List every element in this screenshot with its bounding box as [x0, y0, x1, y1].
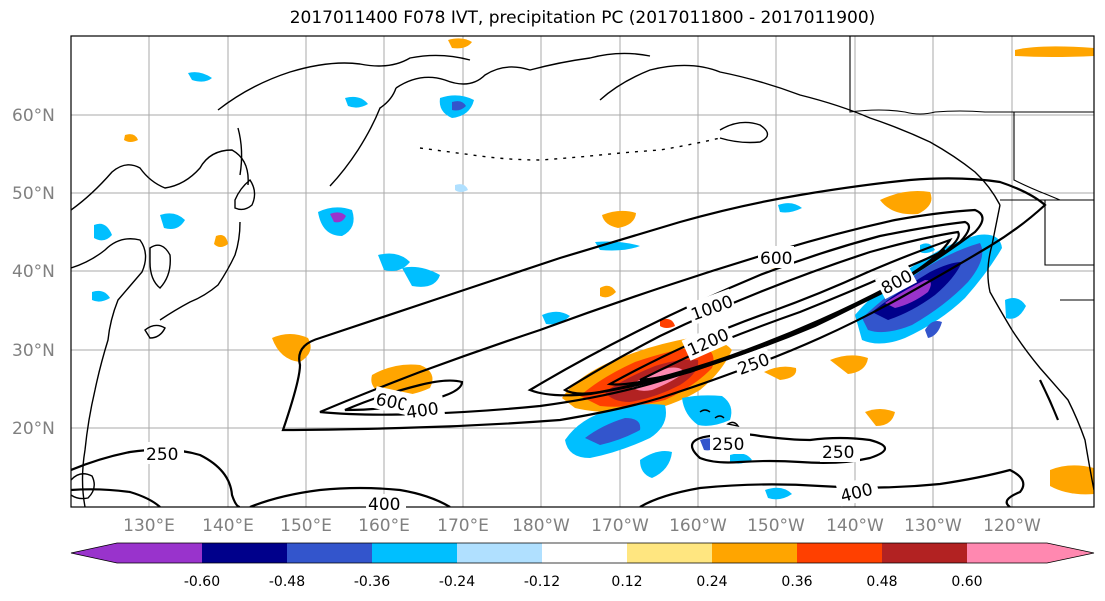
colorbar-tick-label: 0.48 — [866, 574, 897, 590]
lon-label: 130°E — [123, 516, 175, 536]
contour-label: 600 — [760, 249, 792, 269]
lon-label: 160°E — [358, 516, 410, 536]
coastlines — [71, 36, 1094, 507]
colorbar-tick-label: 0.60 — [951, 574, 982, 590]
lon-label: 150°W — [747, 516, 805, 536]
colorbar-segment — [797, 543, 882, 563]
ivt-contour-labels: 600 1000 1200 250 800 600 400 250 250 25… — [144, 246, 918, 515]
colorbar-tick-label: -0.36 — [354, 574, 390, 590]
colorbar-segment — [287, 543, 372, 563]
contour-label: 250 — [822, 443, 854, 463]
colorbar-tick-label: -0.12 — [524, 574, 560, 590]
lat-label: 50°N — [12, 184, 55, 204]
contour-label: 400 — [368, 495, 400, 515]
lat-label: 60°N — [12, 106, 55, 126]
lat-label: 30°N — [12, 341, 55, 361]
contour-label: 250 — [712, 435, 744, 455]
colorbar-segment — [457, 543, 542, 563]
lat-label: 40°N — [12, 262, 55, 282]
colorbar-segment — [202, 543, 287, 563]
colorbar-tick-label: 0.12 — [611, 574, 642, 590]
colorbar-extend-high — [967, 543, 1094, 563]
colorbar-extend-low — [71, 543, 117, 563]
map-frame — [70, 35, 1095, 508]
lon-label: 160°W — [669, 516, 727, 536]
colorbar-segment — [627, 543, 712, 563]
colorbar-segment — [117, 543, 202, 563]
map-title: 2017011400 F078 IVT, precipitation PC (2… — [289, 8, 876, 28]
colorbar-tick-label: -0.48 — [269, 574, 305, 590]
contour-label: 400 — [405, 399, 440, 423]
colorbar-segment — [882, 543, 967, 563]
colorbar-segment — [712, 543, 797, 563]
contour-label: 250 — [146, 445, 178, 465]
colorbar-tick-label: -0.24 — [439, 574, 475, 590]
lon-label: 170°W — [591, 516, 649, 536]
lon-label: 120°W — [983, 516, 1041, 536]
colorbar-tick-label: 0.36 — [781, 574, 812, 590]
lon-label: 170°E — [437, 516, 489, 536]
longitude-labels: 130°E 140°E 150°E 160°E 170°E 180°W 170°… — [123, 516, 1041, 536]
lon-label: 130°W — [904, 516, 962, 536]
lon-label: 140°E — [202, 516, 254, 536]
colorbar-segment — [542, 543, 627, 563]
colorbar-tick-label: -0.60 — [184, 574, 220, 590]
lon-label: 140°W — [826, 516, 884, 536]
colorbar-tick-label: 0.24 — [696, 574, 727, 590]
lon-label: 180°W — [512, 516, 570, 536]
latitude-labels: 60°N 50°N 40°N 30°N 20°N — [12, 106, 55, 439]
lat-label: 20°N — [12, 419, 55, 439]
colorbar: -0.60 -0.48 -0.36 -0.24 -0.12 0.12 0.24 … — [70, 542, 1095, 590]
colorbar-segment — [372, 543, 457, 563]
lon-label: 150°E — [280, 516, 332, 536]
